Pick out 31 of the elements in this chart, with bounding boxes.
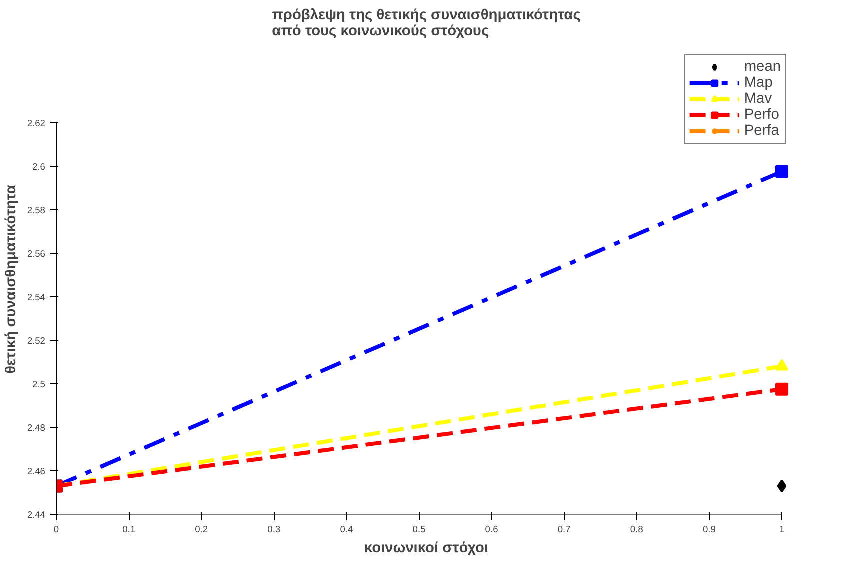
legend-label: Map xyxy=(744,75,773,91)
y-tick-label: 2.56 xyxy=(27,248,46,259)
x-tick-label: 0.8 xyxy=(630,524,644,534)
y-tick-label: 2.48 xyxy=(27,422,46,433)
y-tick-label: 2.46 xyxy=(27,466,46,476)
x-tick-label: 0.2 xyxy=(195,524,208,534)
y-tick-label: 2.54 xyxy=(27,292,46,302)
y-tick-label: 2.6 xyxy=(32,162,46,172)
x-tick-label: 0.4 xyxy=(340,524,354,534)
point xyxy=(775,165,788,178)
legend-label: mean xyxy=(744,59,781,75)
y-axis-title: θετική συναισθηματικότητα xyxy=(3,185,20,374)
x-tick-label: 0 xyxy=(54,524,60,534)
y-tick-label: 2.62 xyxy=(27,118,46,128)
y-tick-label: 2.58 xyxy=(27,205,46,216)
x-axis-title: κοινωνικοί στόχοι xyxy=(364,540,489,556)
point xyxy=(777,480,787,493)
y-tick-label: 2.44 xyxy=(27,510,46,520)
x-tick-label: 0.1 xyxy=(122,524,136,534)
legend-label: Perfo xyxy=(744,107,780,123)
legend-label: Perfa xyxy=(744,123,780,139)
x-tick-label: 0.9 xyxy=(702,524,716,534)
x-tick-label: 1 xyxy=(779,524,785,534)
x-tick-label: 0.5 xyxy=(412,524,426,534)
x-tick-label: 0.3 xyxy=(268,524,281,534)
y-tick-label: 2.52 xyxy=(27,336,46,346)
chart-title: πρόβλεψη της θετικής συναισθηματικότητας από τους κοινωνικούς στόχους xyxy=(272,8,582,40)
x-tick-label: 0.6 xyxy=(485,524,498,534)
y-tick-label: 2.5 xyxy=(32,379,46,390)
x-tick-label: 0.7 xyxy=(558,524,571,534)
legend-label: Mav xyxy=(744,91,772,107)
